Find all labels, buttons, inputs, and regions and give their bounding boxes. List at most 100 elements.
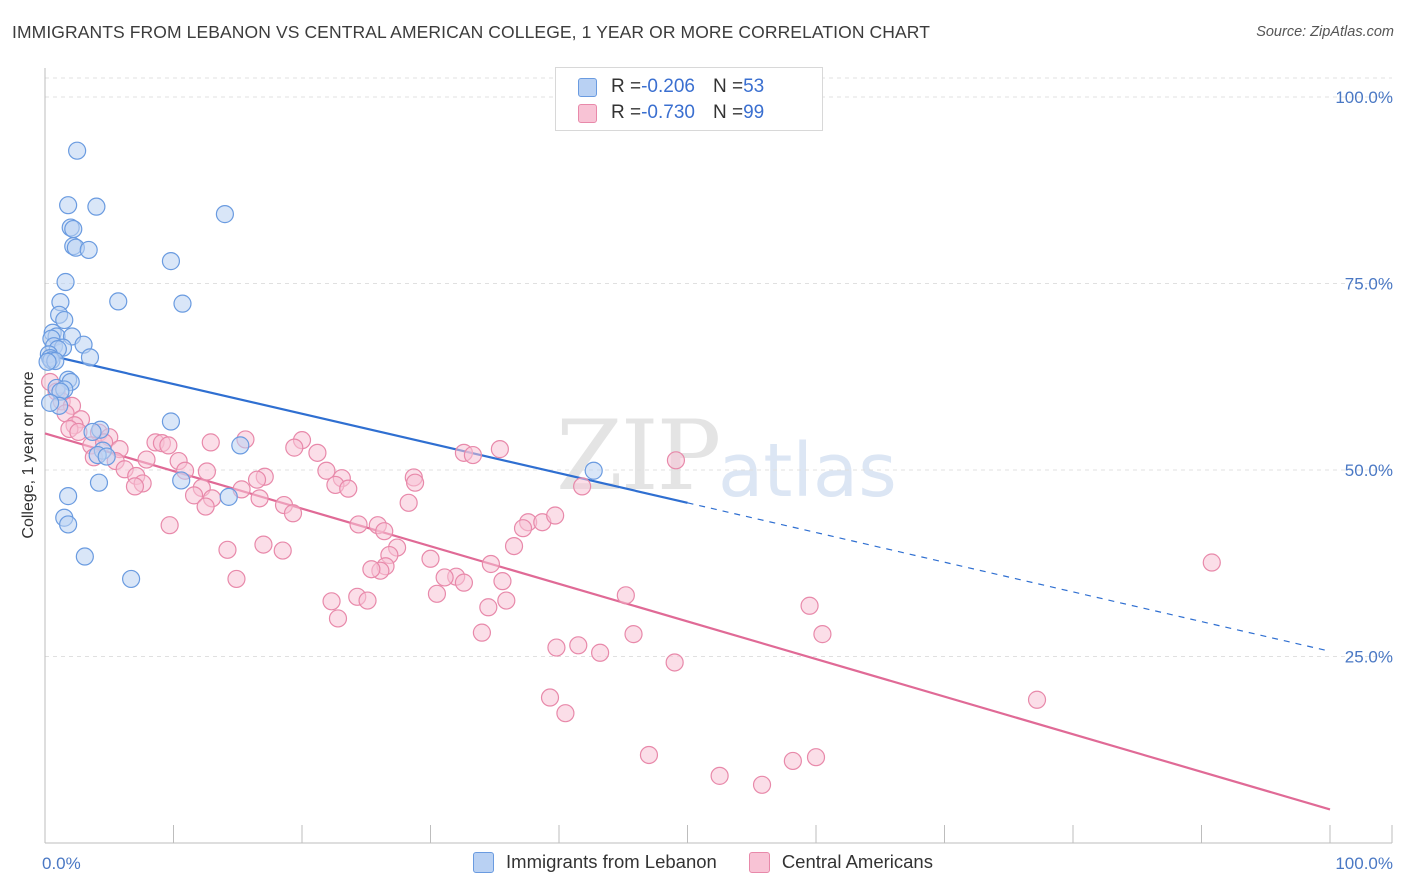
point-lebanon bbox=[55, 310, 74, 330]
point-central-americans bbox=[497, 591, 516, 610]
point-central-americans bbox=[201, 433, 220, 452]
y-tick-label: 50.0% bbox=[1345, 461, 1393, 480]
point-central-americans bbox=[454, 573, 474, 592]
point-central-americans bbox=[546, 506, 565, 525]
point-central-americans bbox=[569, 636, 588, 655]
point-central-americans bbox=[624, 625, 643, 644]
point-central-americans bbox=[218, 540, 237, 559]
legend-item-central-americans[interactable]: Central Americans bbox=[748, 851, 933, 873]
legend-swatch-pink bbox=[748, 851, 770, 873]
legend-r-label: R = bbox=[611, 76, 642, 97]
point-lebanon bbox=[80, 348, 100, 367]
point-central-americans bbox=[639, 745, 659, 765]
point-lebanon bbox=[173, 294, 192, 313]
legend-swatch-pink bbox=[578, 103, 597, 123]
data-points bbox=[38, 141, 1221, 794]
point-central-americans bbox=[1027, 690, 1047, 709]
legend-n-label: N = bbox=[712, 76, 744, 97]
point-central-americans bbox=[666, 451, 686, 470]
point-lebanon bbox=[56, 272, 75, 292]
point-central-americans bbox=[752, 775, 772, 794]
point-lebanon bbox=[87, 197, 106, 216]
watermark-atlas: atlas bbox=[718, 428, 897, 514]
point-lebanon bbox=[59, 487, 78, 506]
legend-row-lebanon: R = -0.206 N = 53 bbox=[578, 75, 764, 99]
y-tick-label: 100.0% bbox=[1335, 88, 1393, 107]
axes bbox=[44, 68, 1393, 844]
point-central-americans bbox=[591, 643, 610, 662]
point-central-americans bbox=[196, 497, 215, 516]
y-axis-label: College, 1 year or more bbox=[20, 371, 37, 538]
point-central-americans bbox=[490, 440, 509, 459]
point-lebanon bbox=[59, 515, 78, 534]
point-central-americans bbox=[800, 596, 819, 615]
legend-n-value: 53 bbox=[743, 76, 765, 97]
legend-item-lebanon[interactable]: Immigrants from Lebanon bbox=[473, 851, 717, 873]
trend-line-lebanon-extension bbox=[687, 502, 1331, 652]
point-lebanon bbox=[75, 547, 94, 566]
point-central-americans bbox=[358, 591, 377, 610]
point-central-americans bbox=[540, 688, 560, 707]
point-central-americans bbox=[159, 436, 178, 455]
y-tick-label: 25.0% bbox=[1345, 648, 1393, 667]
point-lebanon bbox=[97, 447, 116, 466]
chart-source: Source: ZipAtlas.com bbox=[1256, 24, 1394, 40]
point-lebanon bbox=[219, 487, 238, 506]
legend-n-value: 99 bbox=[743, 102, 765, 123]
point-lebanon bbox=[121, 569, 141, 589]
point-central-americans bbox=[479, 598, 498, 617]
point-central-americans bbox=[806, 748, 826, 767]
point-lebanon bbox=[59, 196, 78, 215]
point-central-americans bbox=[328, 609, 348, 628]
point-central-americans bbox=[435, 568, 454, 587]
point-central-americans bbox=[160, 516, 179, 535]
x-tick-label: 0.0% bbox=[42, 854, 81, 873]
legend-r-value: -0.206 bbox=[641, 76, 695, 97]
point-central-americans bbox=[710, 766, 729, 785]
series-legend: Immigrants from Lebanon Central American… bbox=[0, 851, 1406, 873]
point-lebanon bbox=[41, 393, 60, 412]
legend-n-label: N = bbox=[712, 102, 744, 123]
point-central-americans bbox=[493, 572, 512, 591]
point-lebanon bbox=[64, 219, 83, 239]
point-lebanon bbox=[161, 252, 181, 271]
point-central-americans bbox=[197, 462, 217, 481]
point-lebanon bbox=[215, 205, 234, 224]
point-lebanon bbox=[89, 473, 109, 492]
point-lebanon bbox=[584, 461, 603, 480]
axis-labels: 25.0% 50.0% 75.0% 100.0% 0.0% 100.0% College, … bbox=[20, 88, 1393, 873]
legend-r-value: -0.730 bbox=[641, 102, 695, 123]
point-lebanon bbox=[83, 422, 102, 442]
legend-swatch-blue bbox=[473, 851, 495, 873]
point-central-americans bbox=[227, 569, 246, 589]
point-central-americans bbox=[513, 519, 533, 538]
point-central-americans bbox=[317, 461, 336, 480]
point-central-americans bbox=[375, 522, 394, 541]
point-central-americans bbox=[125, 477, 145, 496]
point-central-americans bbox=[504, 536, 524, 556]
legend-r-label: R = bbox=[611, 102, 642, 123]
point-lebanon bbox=[109, 292, 128, 311]
point-central-americans bbox=[184, 486, 204, 505]
point-central-americans bbox=[405, 473, 425, 492]
point-central-americans bbox=[362, 560, 381, 579]
point-central-americans bbox=[783, 751, 802, 771]
point-central-americans bbox=[1202, 553, 1221, 572]
legend-swatch-blue bbox=[578, 77, 597, 97]
point-central-americans bbox=[421, 549, 440, 568]
point-central-americans bbox=[322, 592, 341, 611]
point-central-americans bbox=[349, 515, 368, 534]
point-lebanon bbox=[68, 141, 87, 160]
point-central-americans bbox=[472, 623, 491, 642]
point-central-americans bbox=[308, 443, 327, 462]
point-lebanon bbox=[231, 436, 250, 455]
point-central-americans bbox=[285, 438, 304, 457]
legend-label-central-americans: Central Americans bbox=[781, 851, 933, 872]
point-lebanon bbox=[172, 471, 191, 490]
point-central-americans bbox=[463, 445, 483, 465]
point-central-americans bbox=[573, 477, 592, 496]
point-central-americans bbox=[399, 493, 418, 512]
point-central-americans bbox=[250, 489, 269, 508]
point-central-americans bbox=[665, 653, 684, 672]
